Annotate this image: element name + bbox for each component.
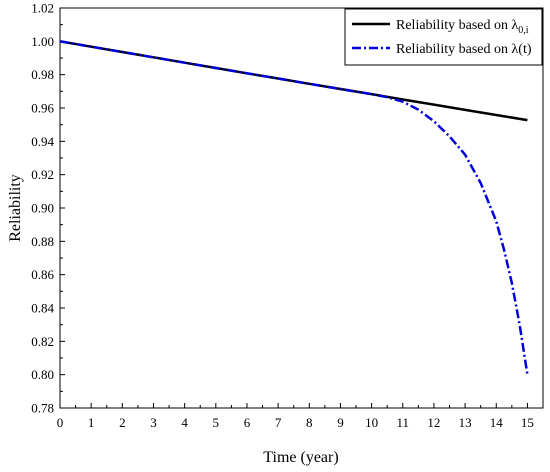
axis-ticks: 0 1 2 3 4 5 6 7 8 9 10 11 12 13 14 150.780.800.820.840.… (31, 1, 534, 431)
series-line-2 (59, 40, 529, 375)
series-lines (59, 40, 529, 375)
x-tick-label: 4 (181, 415, 188, 430)
x-tick-label: 0 (57, 415, 64, 430)
x-tick-label: 11 (397, 415, 410, 430)
y-tick-label: 1.02 (31, 1, 54, 16)
legend-label-1: Reliability based on λ0,i (396, 18, 529, 36)
y-tick-label: 0.78 (31, 401, 54, 416)
legend: Reliability based on λ0,i Reliability bas… (344, 8, 543, 66)
x-axis-title: Time (year) (263, 449, 338, 466)
y-tick-label: 0.96 (31, 101, 54, 116)
x-tick-label: 6 (244, 415, 251, 430)
y-tick-label: 0.84 (31, 301, 54, 316)
x-tick-label: 3 (150, 415, 157, 430)
plot-frame (59, 7, 544, 409)
y-tick-label: 0.86 (31, 267, 54, 282)
x-tick-label: 2 (119, 415, 126, 430)
x-tick-label: 5 (213, 415, 220, 430)
x-tick-label: 14 (490, 415, 504, 430)
x-tick-label: 10 (365, 415, 378, 430)
x-tick-label: 1 (88, 415, 95, 430)
x-tick-label: 7 (275, 415, 282, 430)
x-tick-label: 9 (337, 415, 344, 430)
x-tick-label: 13 (459, 415, 472, 430)
legend-label-2: Reliability based on λ(t) (396, 42, 532, 57)
y-tick-label: 1.00 (31, 34, 54, 49)
y-tick-label: 0.98 (31, 67, 54, 82)
y-axis-title: Reliability (7, 174, 24, 242)
series-line-1 (59, 40, 528, 122)
y-tick-label: 0.90 (31, 201, 54, 216)
y-tick-label: 0.94 (31, 134, 54, 149)
y-tick-label: 0.92 (31, 167, 54, 182)
y-tick-label: 0.88 (31, 234, 54, 249)
x-tick-label: 12 (427, 415, 440, 430)
x-tick-label: 8 (306, 415, 313, 430)
legend-box (344, 8, 543, 66)
y-tick-label: 0.80 (31, 367, 54, 382)
y-tick-label: 0.82 (31, 334, 54, 349)
x-tick-label: 15 (521, 415, 534, 430)
